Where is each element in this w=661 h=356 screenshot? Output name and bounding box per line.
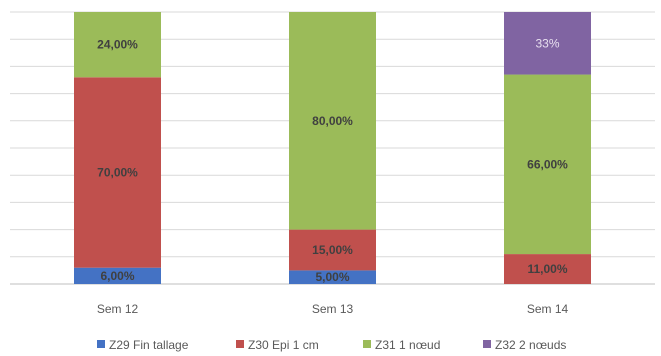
bar-segment-2-1 xyxy=(74,77,161,268)
bar-segment-2-2 xyxy=(289,229,376,271)
legend-swatch xyxy=(363,340,371,348)
bar-segment-1-2 xyxy=(289,270,376,284)
x-tick-label: Sem 13 xyxy=(312,302,354,316)
bar-segment-3-2 xyxy=(289,12,376,230)
x-tick-label: Sem 12 xyxy=(97,302,139,316)
legend-label: Z31 1 nœud xyxy=(375,338,440,352)
legend-label: Z29 Fin tallage xyxy=(109,338,189,352)
x-axis-ticks: Sem 12 Sem 13 Sem 14 xyxy=(97,302,569,316)
segment-labels: 6,00% 70,00% 24,00% 5,00% 15,00% 80,00% 11,00%… xyxy=(97,36,568,284)
x-tick-label: Sem 14 xyxy=(527,302,569,316)
bar-segment-1-1 xyxy=(74,267,161,284)
legend-swatch xyxy=(97,340,105,348)
data-label: 5,00% xyxy=(315,270,349,284)
data-label: 80,00% xyxy=(312,114,353,128)
legend-label: Z32 2 nœuds xyxy=(495,338,566,352)
legend: Z29 Fin tallage Z30 Epi 1 cm Z31 1 nœud Z32… xyxy=(97,338,566,352)
data-label: 66,00% xyxy=(527,157,568,171)
legend-label: Z30 Epi 1 cm xyxy=(248,338,319,352)
bars xyxy=(74,12,591,284)
legend-swatch xyxy=(483,340,491,348)
data-label: 11,00% xyxy=(527,262,567,276)
data-label: 24,00% xyxy=(97,38,138,52)
bar-segment-2-3 xyxy=(504,254,591,284)
bar-segment-4-3 xyxy=(504,12,591,75)
data-label: 70,00% xyxy=(97,165,138,179)
bar-segment-3-3 xyxy=(504,74,591,255)
data-label: 33% xyxy=(535,36,559,50)
bar-segment-3-1 xyxy=(74,12,161,78)
data-label: 15,00% xyxy=(312,243,353,257)
data-label: 6,00% xyxy=(100,269,134,283)
legend-swatch xyxy=(236,340,244,348)
